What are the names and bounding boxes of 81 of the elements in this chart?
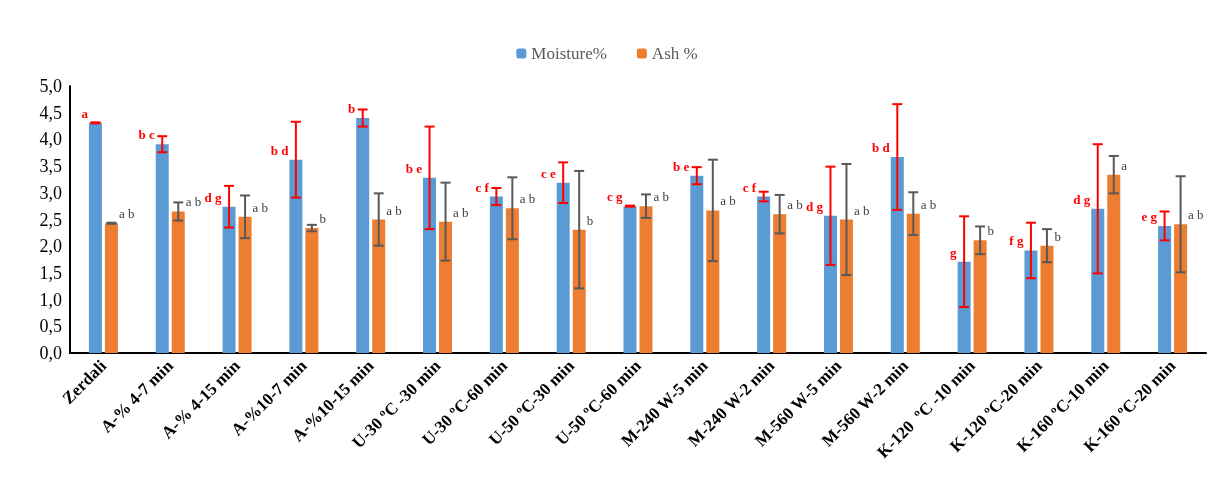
y-tick-label: 4,5	[39, 102, 62, 123]
bar	[238, 216, 252, 353]
bar	[104, 223, 118, 353]
y-tick-label: 2,0	[39, 236, 62, 257]
data-label: c g	[606, 189, 623, 205]
data-label: a	[1121, 157, 1128, 173]
data-label: e g	[1141, 208, 1158, 224]
bar	[171, 211, 185, 353]
bar	[773, 214, 787, 353]
bar	[757, 196, 771, 353]
bar	[890, 157, 904, 353]
data-label: a b	[720, 193, 736, 209]
bar	[556, 182, 570, 353]
legend-label: Moisture%	[531, 44, 607, 63]
data-label: b	[1054, 228, 1061, 244]
bar	[623, 206, 637, 353]
data-label: a b	[653, 189, 670, 205]
bar	[1174, 224, 1188, 353]
bar	[839, 219, 853, 353]
bar	[1158, 225, 1172, 353]
data-label: b e	[405, 160, 423, 176]
bar	[289, 159, 303, 353]
bar	[639, 206, 653, 353]
bar	[372, 219, 386, 353]
bar	[906, 213, 920, 353]
data-label: a b	[920, 196, 937, 212]
bar	[489, 196, 503, 353]
data-label: g	[950, 244, 958, 260]
data-label: f g	[1009, 233, 1024, 249]
y-tick-label: 4,0	[39, 129, 62, 150]
bar	[572, 229, 586, 353]
data-label: a b	[118, 206, 135, 222]
bar	[1091, 208, 1105, 353]
data-label: c f	[475, 179, 490, 195]
data-label: b d	[872, 140, 891, 156]
data-label: a b	[252, 199, 269, 215]
y-tick-label: 5,0	[39, 76, 62, 96]
data-label: b c	[138, 127, 155, 143]
bar	[957, 261, 971, 353]
bar	[706, 210, 720, 353]
bar	[439, 221, 453, 353]
data-label: b e	[673, 158, 690, 174]
y-tick-label: 0,0	[39, 343, 62, 363]
data-label: a b	[1188, 207, 1204, 223]
data-label: c f	[742, 179, 757, 195]
bar	[973, 240, 987, 353]
bar	[88, 122, 102, 353]
data-label: b	[586, 212, 594, 228]
data-label: b	[319, 211, 326, 227]
bar	[690, 175, 704, 353]
data-label: b d	[270, 142, 290, 158]
y-tick-label: 1,0	[39, 289, 62, 310]
data-label: b	[987, 223, 995, 239]
data-label: b	[347, 101, 356, 117]
bar	[1024, 250, 1038, 353]
data-label: a b	[185, 194, 202, 210]
y-tick-label: 2,5	[39, 209, 62, 230]
data-label: a b	[453, 204, 469, 220]
bar	[1040, 245, 1054, 353]
bar	[823, 215, 837, 353]
bar	[1107, 174, 1121, 353]
data-label: d g	[204, 189, 223, 205]
data-label: a b	[853, 202, 870, 218]
bar	[222, 206, 236, 353]
bar	[356, 118, 370, 353]
data-label: a b	[519, 191, 536, 207]
data-label: a b	[787, 197, 803, 213]
y-tick-label: 1,5	[39, 262, 62, 283]
data-label: a b	[386, 202, 402, 218]
data-label: c e	[540, 165, 556, 181]
data-label: d g	[1073, 191, 1091, 207]
y-tick-label: 0,5	[39, 316, 62, 337]
data-label: d g	[805, 198, 824, 214]
bar	[155, 144, 169, 353]
y-tick-label: 3,5	[39, 156, 62, 177]
y-tick-label: 3,0	[39, 182, 62, 203]
bar	[423, 177, 437, 353]
bar	[305, 228, 319, 353]
legend-label: Ash %	[651, 44, 698, 63]
data-label: a	[81, 105, 89, 121]
bar	[505, 208, 519, 353]
